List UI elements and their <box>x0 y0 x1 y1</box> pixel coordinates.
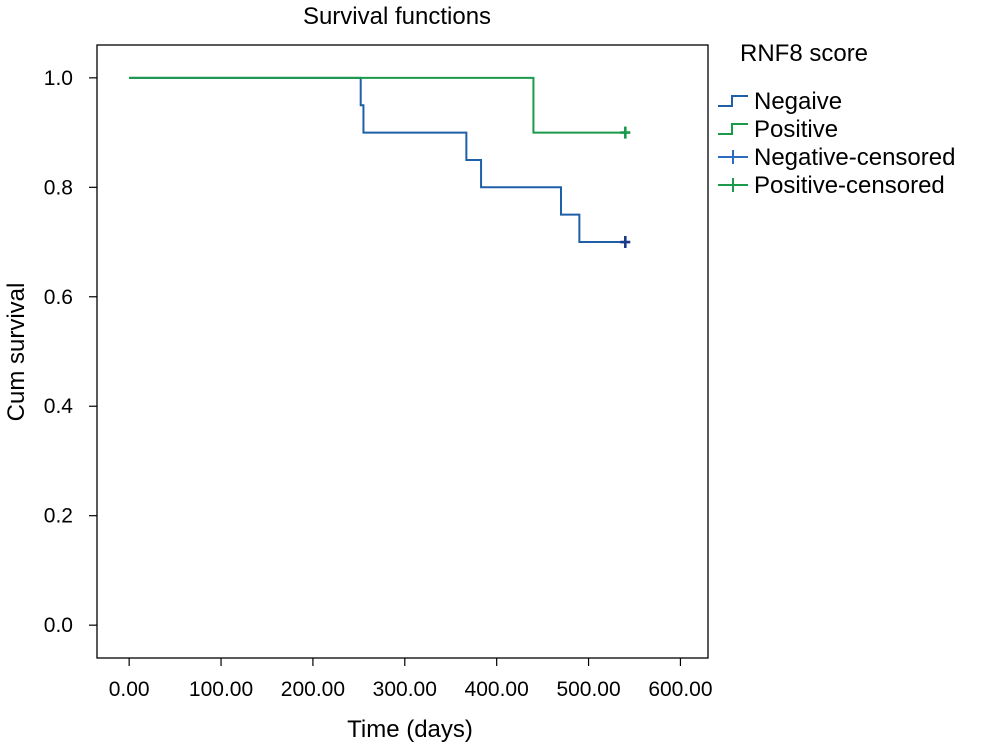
y-tick-label: 1.0 <box>44 67 73 90</box>
x-tick-label: 500.00 <box>556 678 620 701</box>
legend: RNF8 score NegaivePositiveNegative-censo… <box>718 40 955 199</box>
y-tick-label: 0.0 <box>44 614 73 637</box>
legend-swatch-0 <box>718 95 748 107</box>
x-tick-label: 600.00 <box>648 678 712 701</box>
legend-label-1: Positive <box>754 116 838 143</box>
x-tick-label: 0.00 <box>109 678 150 701</box>
x-axis: 0.00 100.00 200.00 300.00 400.00 500.00 600.00 <box>109 658 713 701</box>
y-tick-label: 0.8 <box>44 176 73 199</box>
censor-mark-0 <box>620 236 631 249</box>
plot-area-frame <box>96 44 709 659</box>
series-line-1 <box>129 76 626 134</box>
legend-title: RNF8 score <box>740 40 868 67</box>
series-line-0 <box>129 76 626 244</box>
legend-label-3: Positive-censored <box>754 172 945 199</box>
y-axis-label: Cum survival <box>3 283 30 422</box>
legend-swatch-1 <box>718 123 748 135</box>
x-tick-label: 300.00 <box>373 678 437 701</box>
legend-label-2: Negative-censored <box>754 144 955 171</box>
x-tick-label: 400.00 <box>465 678 529 701</box>
y-tick-label: 0.4 <box>44 395 74 418</box>
x-tick-label: 200.00 <box>281 678 345 701</box>
legend-label-0: Negaive <box>754 88 842 115</box>
censor-mark-1 <box>620 126 631 139</box>
y-tick-label: 0.2 <box>44 505 73 528</box>
series-layer <box>129 76 626 244</box>
censor-marks <box>620 126 631 249</box>
x-tick-label: 100.00 <box>189 678 253 701</box>
y-axis: 0.0 0.2 0.4 0.6 0.8 1.0 <box>44 67 97 637</box>
y-tick-label: 0.6 <box>44 286 73 309</box>
x-axis-label: Time (days) <box>347 716 473 743</box>
chart-title: Survival functions <box>303 3 491 30</box>
